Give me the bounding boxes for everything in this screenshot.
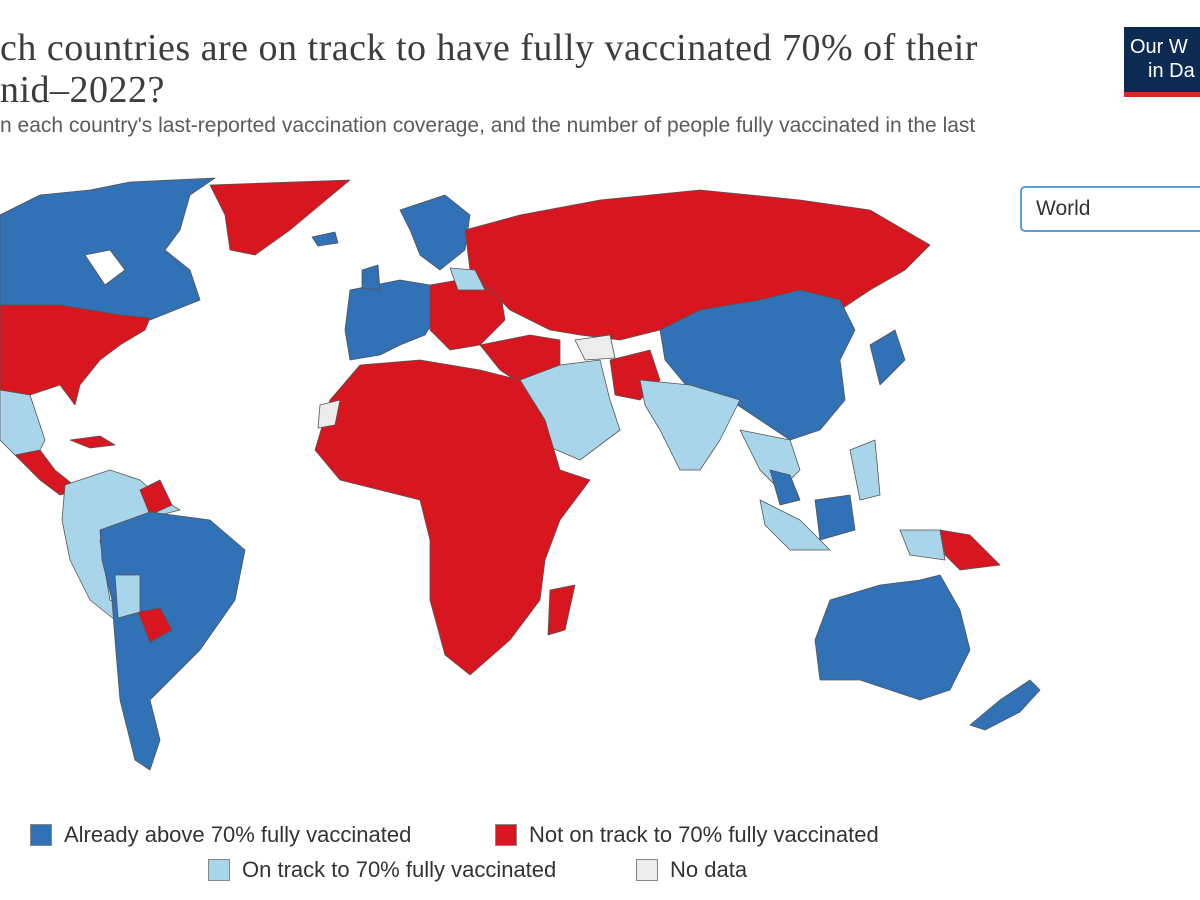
country-region[interactable] <box>939 529 1001 571</box>
country-region[interactable] <box>899 529 946 561</box>
country-region[interactable] <box>574 334 616 361</box>
country-region[interactable] <box>0 389 46 461</box>
country-region[interactable] <box>84 249 126 286</box>
country-region[interactable] <box>139 479 173 516</box>
country-region[interactable] <box>69 435 116 449</box>
legend-label: Not on track to 70% fully vaccinated <box>529 822 879 847</box>
country-region[interactable] <box>869 329 906 386</box>
legend-swatch <box>495 824 517 846</box>
country-region[interactable] <box>361 264 381 291</box>
legend-label: Already above 70% fully vaccinated <box>64 822 412 847</box>
logo[interactable]: Our W in Da <box>1124 27 1200 97</box>
country-region[interactable] <box>969 679 1041 731</box>
country-region[interactable] <box>209 179 351 256</box>
logo-text: in Da <box>1148 60 1195 82</box>
country-region[interactable] <box>814 574 971 701</box>
country-region[interactable] <box>314 359 591 676</box>
country-region[interactable] <box>639 379 741 471</box>
legend-swatch <box>208 859 230 881</box>
country-region[interactable] <box>449 267 486 291</box>
country-region[interactable] <box>399 194 471 271</box>
region-select[interactable]: World <box>1020 186 1200 232</box>
title: ch countries are on track to have fully … <box>0 27 978 69</box>
logo-text: Our W <box>1130 36 1188 58</box>
legend-label: No data <box>670 857 748 882</box>
country-region[interactable] <box>114 574 141 619</box>
country-region[interactable] <box>769 469 801 506</box>
country-region[interactable] <box>99 511 246 771</box>
legend-swatch <box>30 824 52 846</box>
title: nid–2022? <box>0 69 165 111</box>
legend-item[interactable]: On track to 70% fully vaccinated <box>208 857 556 883</box>
country-region[interactable] <box>759 499 831 551</box>
subtitle: n each country's last-reported vaccinati… <box>0 114 976 137</box>
country-region[interactable] <box>547 584 576 636</box>
country-region[interactable] <box>311 231 339 247</box>
country-region[interactable] <box>849 439 881 501</box>
legend-item[interactable]: No data <box>636 857 747 883</box>
country-region[interactable] <box>137 607 173 643</box>
legend-item[interactable]: Not on track to 70% fully vaccinated <box>495 822 879 848</box>
country-region[interactable] <box>814 494 856 541</box>
country-region[interactable] <box>0 304 151 406</box>
legend-swatch <box>636 859 658 881</box>
legend-item[interactable]: Already above 70% fully vaccinated <box>30 822 411 848</box>
legend-label: On track to 70% fully vaccinated <box>242 857 557 882</box>
country-region[interactable] <box>344 279 441 361</box>
country-region[interactable] <box>317 399 341 429</box>
country-region[interactable] <box>0 177 216 321</box>
